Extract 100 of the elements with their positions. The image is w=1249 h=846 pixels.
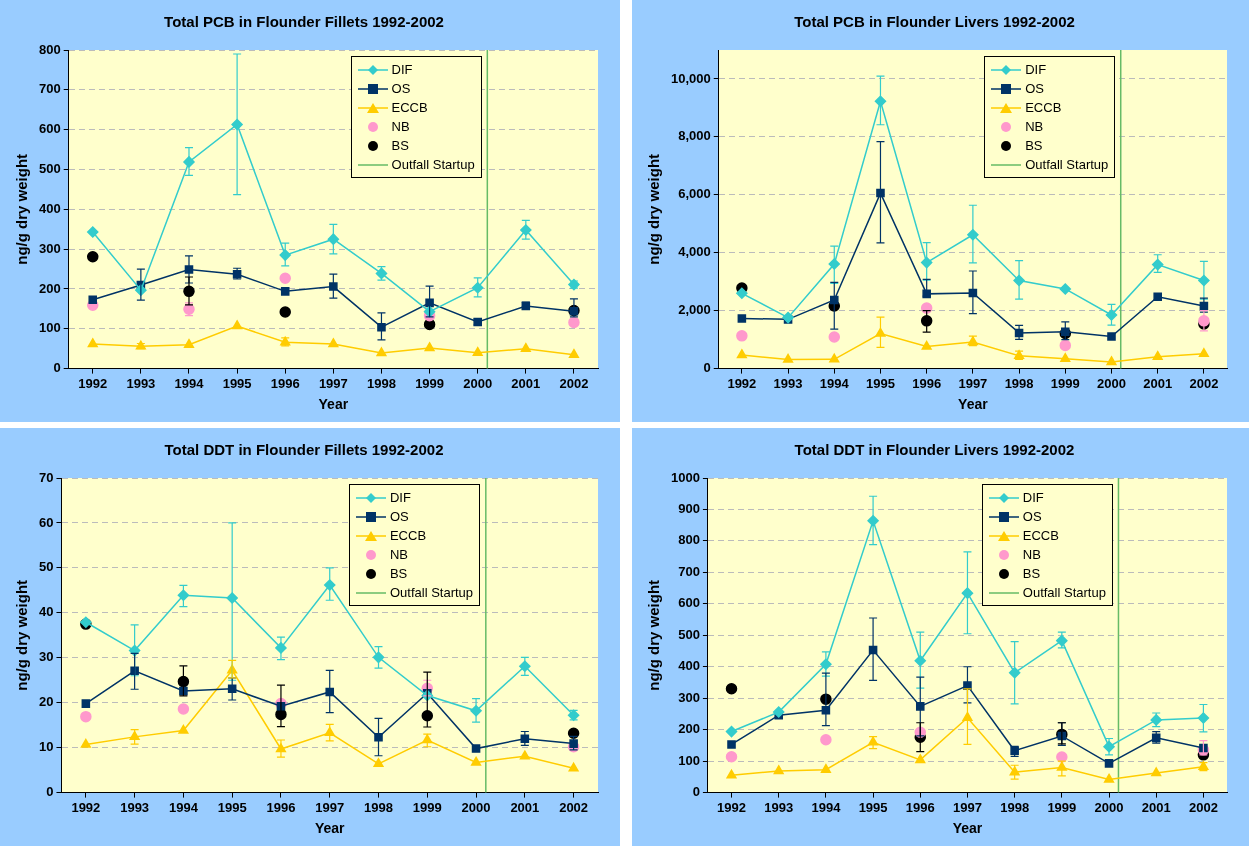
y-tick-label: 0 (53, 360, 61, 376)
x-axis-title: Year (318, 396, 349, 413)
y-tick-label: 0 (46, 784, 54, 800)
y-tick-label: 900 (678, 501, 700, 517)
x-tick-label: 1995 (217, 799, 247, 815)
legend-label: NB (1022, 547, 1041, 562)
x-tick-label: 2000 (461, 799, 491, 815)
y-tick-label: 400 (678, 658, 700, 674)
x-tick-label: 1997 (318, 375, 348, 391)
legend-label: OS (389, 509, 409, 524)
x-axis-title: Year (314, 820, 346, 837)
y-tick-label: 300 (678, 689, 700, 705)
y-tick-label: 4,000 (678, 244, 711, 260)
legend-label: ECCB (1025, 100, 1062, 115)
chart-title: Total DDT in Flounder Fillets 1992-2002 (164, 441, 444, 459)
x-tick-label: 2000 (1097, 375, 1126, 391)
ref-line-label: Outfall Startup (1025, 157, 1109, 172)
legend-label: ECCB (1022, 528, 1059, 543)
y-tick-label: 200 (678, 721, 700, 737)
legend-label: BS (1025, 138, 1043, 153)
legend-label: DIF (391, 62, 413, 77)
ref-line-label: Outfall Startup (389, 585, 474, 600)
x-tick-label: 2001 (1141, 799, 1171, 815)
x-tick-label: 1994 (168, 799, 199, 815)
y-tick-label: 2,000 (678, 302, 711, 318)
y-tick-label: 10 (38, 739, 54, 755)
y-tick-label: 50 (38, 559, 54, 575)
y-tick-label: 700 (678, 563, 700, 579)
y-tick-label: 40 (38, 604, 54, 620)
x-tick-label: 1997 (953, 799, 982, 815)
y-tick-label: 20 (38, 694, 54, 710)
x-tick-label: 1995 (866, 375, 895, 391)
y-tick-label: 6,000 (678, 186, 711, 202)
legend-label: OS (391, 81, 411, 96)
y-tick-label: 300 (38, 240, 61, 256)
y-tick-label: 100 (678, 752, 700, 768)
x-tick-label: 2002 (559, 375, 589, 391)
legend-label: DIF (1022, 490, 1044, 505)
x-tick-label: 1996 (270, 375, 300, 391)
y-tick-label: 70 (38, 469, 54, 485)
ref-line-label: Outfall Startup (1022, 585, 1106, 600)
x-tick-label: 2002 (1188, 799, 1218, 815)
chart-title: Total PCB in Flounder Livers 1992-2002 (794, 13, 1075, 31)
legend-label: ECCB (391, 100, 428, 115)
x-tick-label: 1999 (412, 799, 442, 815)
y-tick-label: 800 (38, 41, 61, 57)
x-axis-title: Year (952, 820, 983, 837)
y-tick-label: 600 (38, 121, 61, 137)
x-tick-label: 2001 (1143, 375, 1173, 391)
x-tick-label: 1996 (266, 799, 296, 815)
legend-label: ECCB (389, 528, 427, 543)
x-tick-label: 1998 (1000, 799, 1030, 815)
x-tick-label: 1995 (222, 375, 252, 391)
legend-label: DIF (389, 490, 411, 505)
x-tick-label: 2000 (463, 375, 493, 391)
x-tick-label: 1993 (764, 799, 794, 815)
y-tick-label: 600 (678, 595, 700, 611)
ref-line-label: Outfall Startup (391, 157, 475, 172)
y-tick-label: 10,000 (671, 70, 711, 86)
legend-label: OS (1025, 81, 1044, 96)
y-tick-label: 500 (678, 626, 700, 642)
x-tick-label: 1999 (415, 375, 445, 391)
y-tick-label: 0 (703, 360, 711, 376)
legend-label: BS (389, 566, 408, 581)
y-tick-label: 100 (38, 320, 61, 336)
x-tick-label: 1997 (315, 799, 345, 815)
x-tick-label: 1996 (905, 799, 935, 815)
legend-label: NB (1025, 119, 1044, 134)
x-tick-label: 2002 (1189, 375, 1219, 391)
x-tick-label: 1997 (958, 375, 988, 391)
y-tick-label: 0 (692, 784, 700, 800)
x-tick-label: 1996 (912, 375, 942, 391)
x-tick-label: 2000 (1094, 799, 1124, 815)
x-tick-label: 1992 (78, 375, 108, 391)
y-tick-label: 8,000 (678, 128, 711, 144)
x-tick-label: 1999 (1050, 375, 1080, 391)
y-tick-label: 800 (678, 532, 700, 548)
x-tick-label: 2001 (511, 375, 541, 391)
y-tick-label: 30 (38, 649, 54, 665)
legend-label: BS (391, 138, 409, 153)
x-tick-label: 2001 (510, 799, 540, 815)
x-tick-label: 1998 (367, 375, 396, 391)
x-tick-label: 1992 (717, 799, 746, 815)
x-tick-label: 1994 (819, 375, 850, 391)
x-tick-label: 1994 (811, 799, 842, 815)
x-tick-label: 1994 (174, 375, 205, 391)
y-tick-label: 200 (38, 280, 61, 296)
legend-label: BS (1022, 566, 1041, 581)
x-axis-title: Year (958, 396, 989, 413)
legend-label: OS (1022, 509, 1042, 524)
y-tick-label: 700 (38, 81, 61, 97)
y-axis-title: ng/g dry weight (645, 579, 663, 691)
x-tick-label: 1993 (126, 375, 156, 391)
x-tick-label: 1999 (1047, 799, 1077, 815)
legend-label: DIF (1025, 62, 1047, 77)
chart-title: Total PCB in Flounder Fillets 1992-2002 (164, 13, 444, 31)
x-tick-label: 2002 (559, 799, 589, 815)
x-tick-label: 1993 (773, 375, 803, 391)
chart-title: Total DDT in Flounder Livers 1992-2002 (794, 441, 1075, 459)
x-tick-label: 1998 (1004, 375, 1034, 391)
